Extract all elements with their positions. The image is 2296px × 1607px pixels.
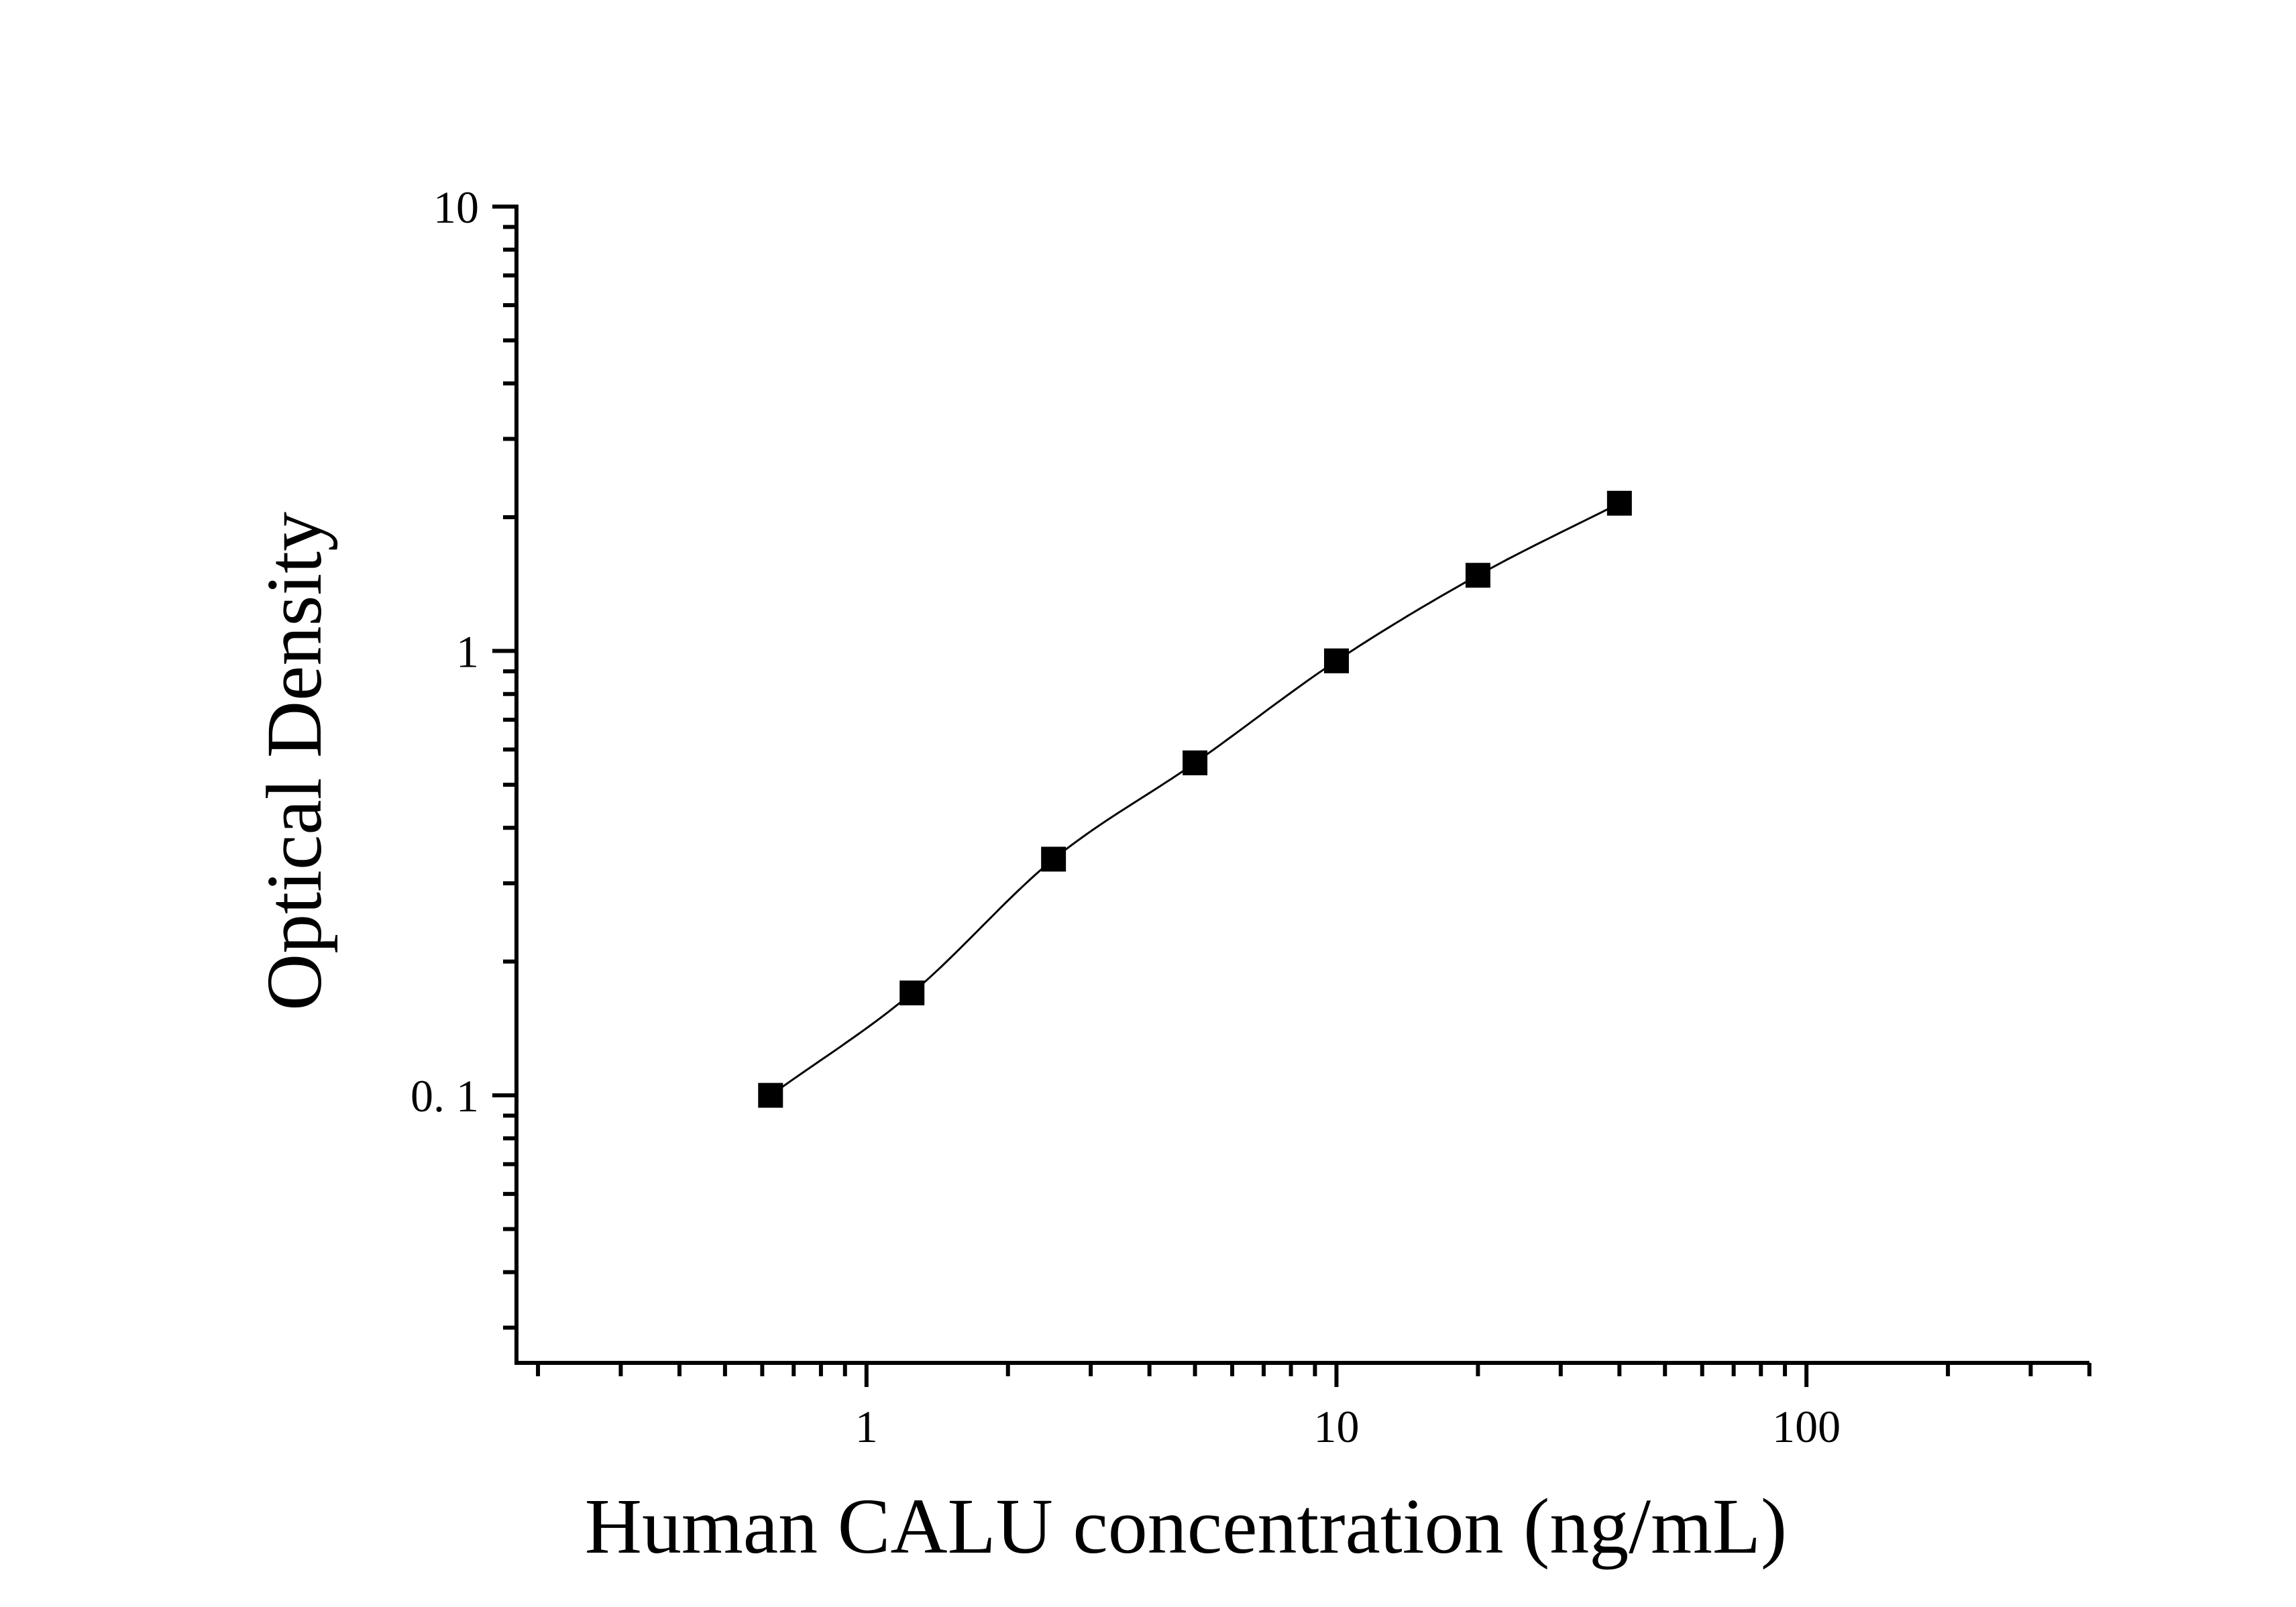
data-point-marker xyxy=(1323,648,1349,673)
data-point-marker xyxy=(758,1083,783,1108)
data-point-marker xyxy=(1465,563,1490,588)
y-tick-label: 1 xyxy=(456,626,479,677)
x-tick-label: 1 xyxy=(855,1401,878,1452)
fit-curve-layer xyxy=(769,502,1620,1097)
x-tick-label: 100 xyxy=(1772,1401,1841,1452)
y-axis-title: Optical Density xyxy=(250,512,338,1011)
data-point-marker xyxy=(1606,490,1632,516)
data-point-marker xyxy=(1041,846,1067,872)
y-tick-label: 10 xyxy=(433,182,479,233)
x-axis-title: Human CALU concentration (ng/mL) xyxy=(585,1482,1787,1570)
data-point-marker xyxy=(899,980,925,1005)
x-tick-label: 10 xyxy=(1313,1401,1359,1452)
data-points xyxy=(758,490,1632,1108)
data-point-marker xyxy=(1183,750,1208,775)
axes: 1 10 100 10 1 0. 1 xyxy=(411,182,2091,1452)
fit-curve xyxy=(769,502,1620,1097)
y-tick-label: 0. 1 xyxy=(411,1070,479,1121)
